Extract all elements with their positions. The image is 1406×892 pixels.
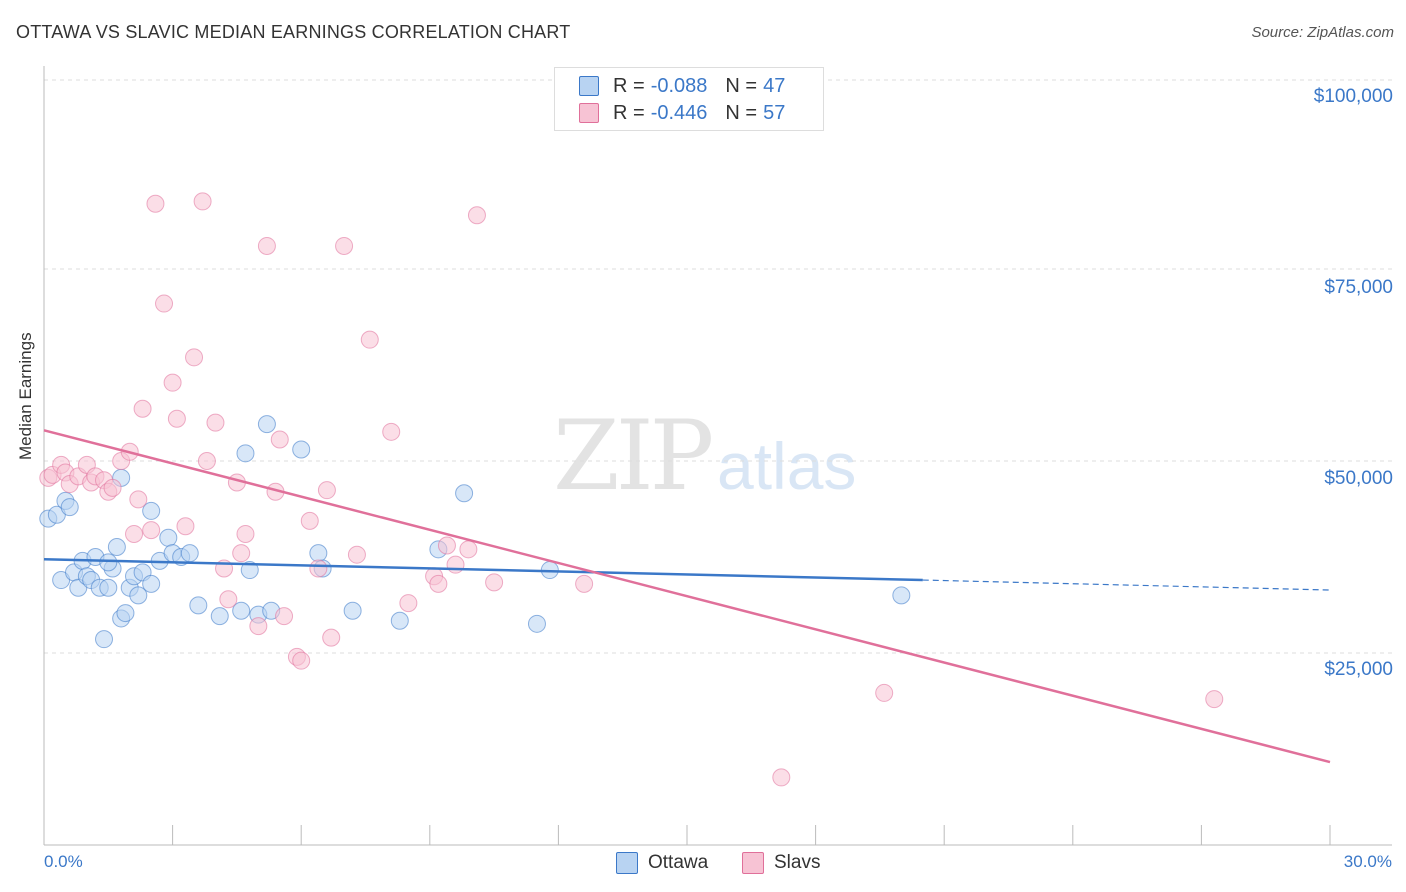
slavs-swatch xyxy=(579,103,599,123)
slavs-point xyxy=(155,294,174,313)
slavs-point xyxy=(1205,690,1224,709)
slavs-point xyxy=(300,511,319,530)
ottawa-point xyxy=(210,607,229,626)
r-label: R = xyxy=(613,74,645,97)
ottawa-point xyxy=(892,586,911,605)
ottawa-point xyxy=(343,601,362,620)
slavs-point xyxy=(772,768,791,787)
ottawa-point xyxy=(142,501,161,520)
slavs-point xyxy=(382,422,401,441)
ottawa-point xyxy=(95,630,114,649)
slavs-point xyxy=(292,651,311,670)
ottawa-point xyxy=(99,553,118,572)
ottawa-point xyxy=(455,484,474,503)
ottawa-point xyxy=(129,586,148,605)
slavs-point xyxy=(446,555,465,574)
x-tick-label: 0.0% xyxy=(44,852,83,871)
ottawa-point xyxy=(309,544,328,563)
n-label: N = xyxy=(725,74,758,97)
slavs-point xyxy=(129,490,148,509)
slavs-point xyxy=(485,573,504,592)
ottawa-point xyxy=(159,528,178,547)
slavs-point xyxy=(335,236,354,255)
slavs-point xyxy=(875,683,894,702)
ottawa-point xyxy=(99,578,118,597)
slavs-point xyxy=(270,430,289,449)
ottawa-point xyxy=(142,574,161,593)
slavs-point xyxy=(360,330,379,349)
ottawa-point xyxy=(240,561,259,580)
ottawa-point xyxy=(257,415,276,434)
slavs-point xyxy=(429,574,448,593)
y-tick-label: $100,000 xyxy=(1313,86,1393,107)
slavs-point xyxy=(193,192,212,211)
ottawa-point xyxy=(116,604,135,623)
slavs-point xyxy=(133,399,152,418)
slavs-point xyxy=(575,574,594,593)
ottawa-point xyxy=(390,611,409,630)
r-value: -0.446 xyxy=(650,101,708,124)
slavs-trend-line xyxy=(43,429,1331,764)
slavs-point xyxy=(146,194,165,213)
slavs-point xyxy=(176,517,195,536)
legend-item-ottawa[interactable]: Ottawa xyxy=(616,852,708,874)
ottawa-point xyxy=(60,498,79,517)
n-value: 47 xyxy=(763,74,786,97)
legend-label: Slavs xyxy=(774,852,821,873)
ottawa-point xyxy=(236,444,255,463)
slavs-point xyxy=(163,373,182,392)
slavs-point xyxy=(185,348,204,367)
stats-box: R = -0.088 N = 47 R = -0.446 N = 57 xyxy=(554,67,824,131)
ottawa-point xyxy=(292,440,311,459)
slavs-point xyxy=(317,481,336,500)
slavs-point xyxy=(257,236,276,255)
slavs-point xyxy=(322,628,341,647)
y-tick-label: $50,000 xyxy=(1324,468,1393,489)
chart-title: OTTAWA VS SLAVIC MEDIAN EARNINGS CORRELA… xyxy=(16,22,571,42)
x-tick-label: 30.0% xyxy=(1343,852,1392,871)
slavs-point xyxy=(249,617,268,636)
slavs-point xyxy=(236,524,255,543)
slavs-legend-swatch xyxy=(742,852,764,874)
ottawa-swatch xyxy=(579,76,599,96)
slavs-point xyxy=(167,409,186,428)
slavs-point xyxy=(347,545,366,564)
slavs-point xyxy=(197,452,216,470)
legend-label: Ottawa xyxy=(648,852,709,873)
watermark-atlas: atlas xyxy=(717,429,857,503)
slavs-point xyxy=(459,540,478,559)
r-value: -0.088 xyxy=(650,74,708,97)
ottawa-point xyxy=(189,596,208,615)
slavs-point xyxy=(142,521,161,540)
slavs-point xyxy=(399,594,418,613)
r-label: R = xyxy=(613,101,645,124)
y-axis-label: Median Earnings xyxy=(16,332,35,460)
slavs-point xyxy=(103,478,122,497)
ottawa-point xyxy=(180,544,199,563)
legend-item-slavs[interactable]: Slavs xyxy=(742,852,820,874)
y-tick-label: $75,000 xyxy=(1324,277,1393,298)
stats-row-slavs: R = -0.446 N = 57 xyxy=(579,100,785,126)
ottawa-legend-swatch xyxy=(616,852,638,874)
stats-row-ottawa: R = -0.088 N = 47 xyxy=(579,73,785,99)
y-tick-label: $25,000 xyxy=(1324,659,1393,680)
slavs-point xyxy=(309,559,328,578)
watermark-zip: ZIP xyxy=(553,400,714,512)
slavs-point xyxy=(437,536,456,555)
n-label: N = xyxy=(725,101,758,124)
ottawa-point xyxy=(232,601,251,620)
slavs-point xyxy=(467,206,486,225)
source-label: Source: ZipAtlas.com xyxy=(1251,24,1394,41)
slavs-point xyxy=(206,413,225,432)
ottawa-point xyxy=(107,538,126,557)
ottawa-point xyxy=(527,614,546,633)
slavs-point xyxy=(125,524,144,543)
slavs-point xyxy=(219,590,238,609)
n-value: 57 xyxy=(763,101,786,124)
ottawa-trend-line xyxy=(43,558,923,582)
slavs-point xyxy=(232,544,251,563)
ottawa-trend-extension xyxy=(922,579,1331,591)
slavs-point xyxy=(275,607,294,626)
